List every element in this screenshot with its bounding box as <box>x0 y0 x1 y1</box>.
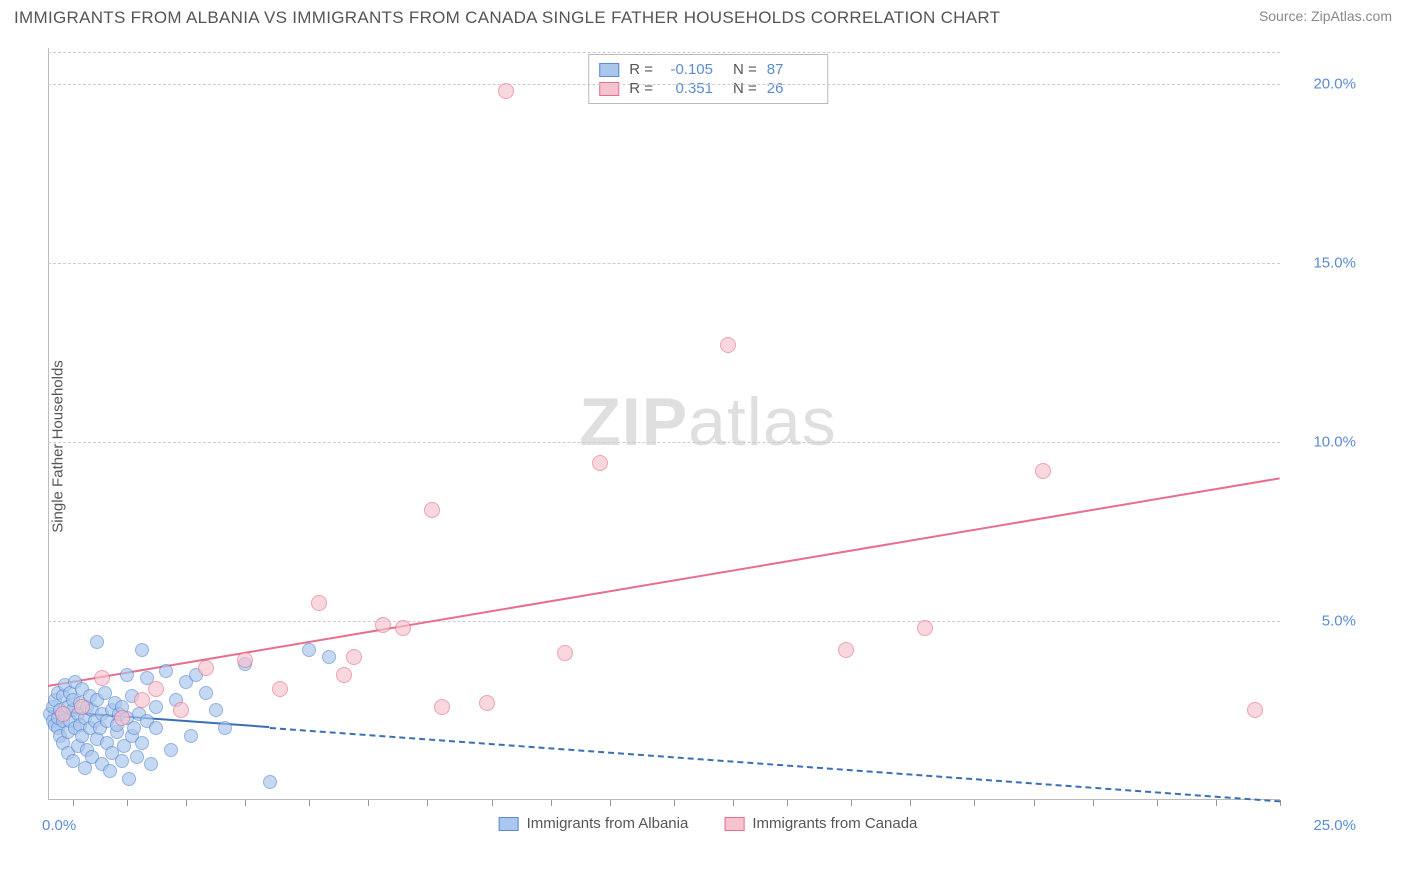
data-point <box>720 337 736 353</box>
x-tick <box>551 800 552 806</box>
data-point <box>592 455 608 471</box>
x-tick <box>245 800 246 806</box>
data-point <box>74 699 90 715</box>
x-origin-label: 0.0% <box>42 817 76 834</box>
data-point <box>135 643 149 657</box>
data-point <box>115 754 129 768</box>
data-point <box>90 635 104 649</box>
data-point <box>498 83 514 99</box>
chart-title: IMMIGRANTS FROM ALBANIA VS IMMIGRANTS FR… <box>14 8 1000 28</box>
data-point <box>917 620 933 636</box>
data-point <box>322 650 336 664</box>
data-point <box>1035 463 1051 479</box>
data-point <box>272 681 288 697</box>
x-tick <box>186 800 187 806</box>
data-point <box>135 736 149 750</box>
grid-line <box>48 84 1280 85</box>
legend-swatch <box>724 817 744 831</box>
y-tick-label: 5.0% <box>1322 612 1356 629</box>
x-tick <box>368 800 369 806</box>
data-point <box>173 702 189 718</box>
legend-item: Immigrants from Canada <box>724 815 917 832</box>
trend-line <box>48 478 1280 688</box>
x-tick <box>674 800 675 806</box>
y-tick-label: 20.0% <box>1313 75 1356 92</box>
data-point <box>395 620 411 636</box>
grid-line <box>48 52 1280 53</box>
legend-swatch <box>599 63 619 77</box>
data-point <box>838 642 854 658</box>
x-tick <box>851 800 852 806</box>
x-tick <box>427 800 428 806</box>
data-point <box>134 692 150 708</box>
data-point <box>159 664 173 678</box>
plot-area: 0.0% 25.0% ZIPatlas R = -0.105N = 87R = … <box>48 48 1368 828</box>
data-point <box>302 643 316 657</box>
grid-line <box>48 621 1280 622</box>
data-point <box>424 502 440 518</box>
trend-line <box>270 727 1280 802</box>
data-point <box>375 617 391 633</box>
data-point <box>94 670 110 686</box>
x-tick <box>492 800 493 806</box>
x-tick <box>1216 800 1217 806</box>
data-point <box>199 686 213 700</box>
data-point <box>346 649 362 665</box>
data-point <box>184 729 198 743</box>
data-point <box>263 775 277 789</box>
legend-swatch <box>499 817 519 831</box>
x-tick <box>787 800 788 806</box>
data-point <box>130 750 144 764</box>
x-tick <box>127 800 128 806</box>
data-point <box>144 757 158 771</box>
data-point <box>434 699 450 715</box>
x-tick <box>910 800 911 806</box>
data-point <box>148 681 164 697</box>
data-point <box>479 695 495 711</box>
x-end-label: 25.0% <box>1313 817 1356 834</box>
watermark: ZIPatlas <box>579 383 836 461</box>
x-tick <box>733 800 734 806</box>
data-point <box>209 703 223 717</box>
data-point <box>55 706 71 722</box>
data-point <box>120 668 134 682</box>
data-point <box>336 667 352 683</box>
y-axis-line <box>48 48 49 800</box>
data-point <box>164 743 178 757</box>
x-tick <box>1157 800 1158 806</box>
data-point <box>218 721 232 735</box>
legend-stat-row: R = 0.351N = 26 <box>599 80 817 97</box>
x-tick <box>974 800 975 806</box>
x-tick <box>610 800 611 806</box>
data-point <box>149 721 163 735</box>
data-point <box>149 700 163 714</box>
source-attribution: Source: ZipAtlas.com <box>1259 8 1392 24</box>
legend-stat-row: R = -0.105N = 87 <box>599 61 817 78</box>
legend-series: Immigrants from Albania Immigrants from C… <box>499 815 918 832</box>
data-point <box>114 710 130 726</box>
x-tick <box>73 800 74 806</box>
data-point <box>237 652 253 668</box>
data-point <box>103 764 117 778</box>
x-tick <box>1093 800 1094 806</box>
data-point <box>557 645 573 661</box>
y-tick-label: 15.0% <box>1313 254 1356 271</box>
data-point <box>311 595 327 611</box>
data-point <box>1247 702 1263 718</box>
x-tick <box>309 800 310 806</box>
legend-item: Immigrants from Albania <box>499 815 689 832</box>
x-axis-line <box>48 799 1280 800</box>
grid-line <box>48 442 1280 443</box>
x-tick <box>1034 800 1035 806</box>
legend-correlation-box: R = -0.105N = 87 R = 0.351N = 26 <box>588 54 828 104</box>
chart-container: Single Father Households 0.0% 25.0% ZIPa… <box>48 48 1368 828</box>
y-tick-label: 10.0% <box>1313 433 1356 450</box>
grid-line <box>48 263 1280 264</box>
data-point <box>122 772 136 786</box>
data-point <box>198 660 214 676</box>
